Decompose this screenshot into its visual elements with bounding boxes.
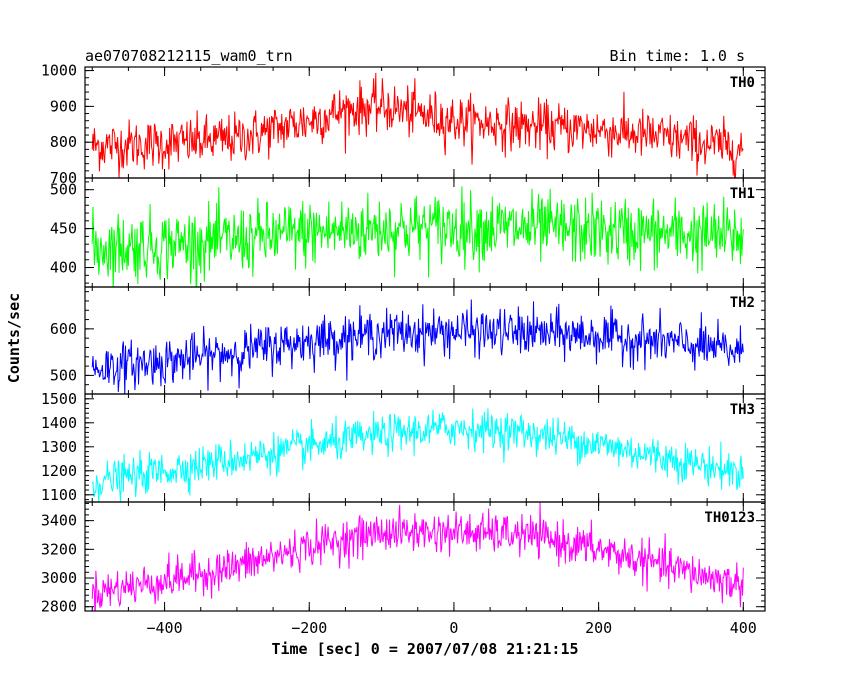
series-th2-line [91, 299, 744, 394]
x-axis-label: Time [sec] 0 = 2007/07/08 21:21:15 [271, 640, 578, 658]
y-tick-label-th0123: 2800 [41, 598, 77, 616]
x-tick-label: 0 [449, 619, 458, 637]
panel-label-th0: TH0 [730, 75, 755, 91]
y-tick-label-th0: 900 [50, 97, 77, 115]
x-tick-label: −200 [291, 619, 327, 637]
y-tick-label-th2: 600 [50, 320, 77, 338]
chart-title: ae070708212115_wam0_trn [85, 47, 293, 65]
panel-frame-th3 [84, 393, 766, 503]
y-tick-label-th3: 1400 [41, 414, 77, 432]
series-th3-line [91, 408, 744, 502]
panel-label-th3: TH3 [730, 402, 755, 418]
y-axis-label: Counts/sec [5, 293, 23, 383]
panels-group: 700 800 900 1000 TH0 400 450 500 TH1 500 600 TH2 110… [41, 62, 766, 637]
bin-time-label: Bin time: 1.0 s [610, 47, 745, 65]
series-th1-line [91, 186, 744, 287]
y-tick-label-th0: 700 [50, 169, 77, 187]
series-th0123-line [91, 502, 744, 611]
x-tick-label: −400 [147, 619, 183, 637]
y-tick-label-th0123: 3000 [41, 569, 77, 587]
y-tick-label-th0: 1000 [41, 62, 77, 80]
panel-label-th1: TH1 [730, 186, 755, 202]
y-tick-label-th1: 500 [50, 181, 77, 199]
y-tick-label-th3: 1200 [41, 462, 77, 480]
y-tick-label-th0123: 3400 [41, 512, 77, 530]
y-tick-label-th0: 800 [50, 133, 77, 151]
panel-label-th2: TH2 [730, 295, 755, 311]
x-tick-label: 400 [730, 619, 757, 637]
series-th0-line [91, 72, 744, 178]
panel-label-th0123: TH0123 [704, 510, 755, 526]
panel-frame-th0123 [84, 501, 766, 612]
y-tick-label-th1: 450 [50, 220, 77, 238]
y-tick-label-th2: 500 [50, 366, 77, 384]
x-tick-label: 200 [585, 619, 612, 637]
y-tick-label-th1: 400 [50, 259, 77, 277]
y-tick-label-th3: 1100 [41, 486, 77, 504]
y-tick-label-th3: 1300 [41, 438, 77, 456]
y-tick-label-th3: 1500 [41, 390, 77, 408]
y-tick-label-th0123: 3200 [41, 540, 77, 558]
